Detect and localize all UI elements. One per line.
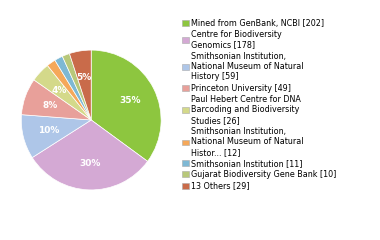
Text: 5%: 5% — [77, 73, 92, 82]
Wedge shape — [70, 50, 91, 120]
Text: 30%: 30% — [79, 159, 100, 168]
Wedge shape — [91, 50, 161, 161]
Wedge shape — [62, 54, 91, 120]
Wedge shape — [48, 60, 91, 120]
Legend: Mined from GenBank, NCBI [202], Centre for Biodiversity
Genomics [178], Smithson: Mined from GenBank, NCBI [202], Centre f… — [182, 19, 337, 191]
Wedge shape — [55, 56, 91, 120]
Text: 35%: 35% — [119, 96, 141, 105]
Wedge shape — [34, 66, 91, 120]
Text: 8%: 8% — [43, 101, 58, 110]
Wedge shape — [21, 115, 91, 158]
Wedge shape — [32, 120, 147, 190]
Wedge shape — [22, 80, 91, 120]
Text: 10%: 10% — [38, 126, 60, 135]
Text: 4%: 4% — [52, 86, 67, 95]
